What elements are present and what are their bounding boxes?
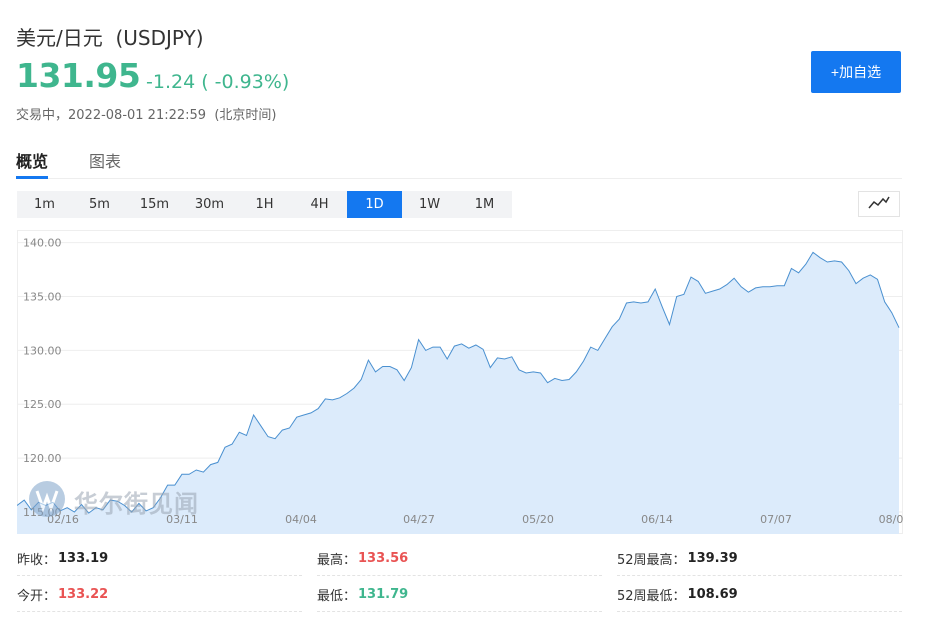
line-chart-icon [868,195,890,214]
y-tick-label: 125.00 [23,398,62,411]
x-tick-label: 08/0 [879,513,903,526]
period-1d[interactable]: 1D [347,191,402,218]
y-tick-label: 135.00 [23,290,62,303]
stat-52w-low: 52周最低： 108.69 [617,577,902,612]
stat-label: 昨收： [17,552,57,568]
stat-high: 最高： 133.56 [317,541,602,576]
stat-value: 133.56 [358,550,409,566]
watermark-text: 华尔街见闻 [74,488,199,518]
stat-prev-close: 昨收： 133.19 [17,541,302,576]
period-30m[interactable]: 30m [194,197,225,212]
period-1m[interactable]: 1m [34,197,55,212]
x-tick-label: 05/20 [522,513,554,526]
x-tick-label: 06/14 [641,513,673,526]
period-1mo[interactable]: 1M [474,197,495,212]
y-tick-label: 140.00 [23,237,62,250]
wallstreetcn-logo [28,480,66,522]
stat-value: 133.19 [58,550,109,566]
stat-open: 今开： 133.22 [17,577,302,612]
price-line [17,251,900,514]
stat-value: 139.39 [687,550,738,566]
x-tick-label: 03/11 [166,513,198,526]
stat-label: 最高： [317,552,357,568]
add-to-watchlist-button[interactable]: +加自选 [811,51,901,93]
x-tick-label: 07/07 [760,513,792,526]
active-tab-indicator [16,176,48,179]
period-1w[interactable]: 1W [418,197,441,212]
x-tick-label: 02/16 [47,513,79,526]
stat-label: 52周最高： [617,552,686,568]
period-selector: 1m 5m 15m 30m 1H 4H 1D 1W 1M [17,191,512,218]
period-15m[interactable]: 15m [139,197,170,212]
period-4h[interactable]: 4H [310,197,329,212]
chart-type-toggle[interactable] [858,191,900,217]
tab-overview[interactable]: 概览 [16,152,49,171]
stat-label: 52周最低： [617,588,686,604]
instrument-title: 美元/日元 (USDJPY) [16,26,204,50]
trading-status: 交易中，2022-08-01 21:22:59 (北京时间) [16,108,277,123]
price-area [17,252,899,534]
tab-divider [16,178,902,179]
y-tick-label: 120.00 [23,452,62,465]
x-tick-label: 04/27 [403,513,435,526]
current-price: 131.95 [16,56,141,95]
x-tick-label: 04/04 [285,513,317,526]
y-tick-label: 130.00 [23,344,62,357]
tab-chart[interactable]: 图表 [89,152,122,171]
watermark: 华尔街见闻 [28,480,199,522]
stat-label: 最低： [317,588,357,604]
stat-value: 133.22 [58,586,109,602]
stat-low: 最低： 131.79 [317,577,602,612]
stat-label: 今开： [17,588,57,604]
stat-value: 131.79 [358,586,409,602]
stat-value: 108.69 [687,586,738,602]
period-5m[interactable]: 5m [89,197,110,212]
stat-52w-high: 52周最高： 139.39 [617,541,902,576]
price-change: -1.24 ( -0.93%) [146,71,290,93]
period-1h[interactable]: 1H [255,197,274,212]
